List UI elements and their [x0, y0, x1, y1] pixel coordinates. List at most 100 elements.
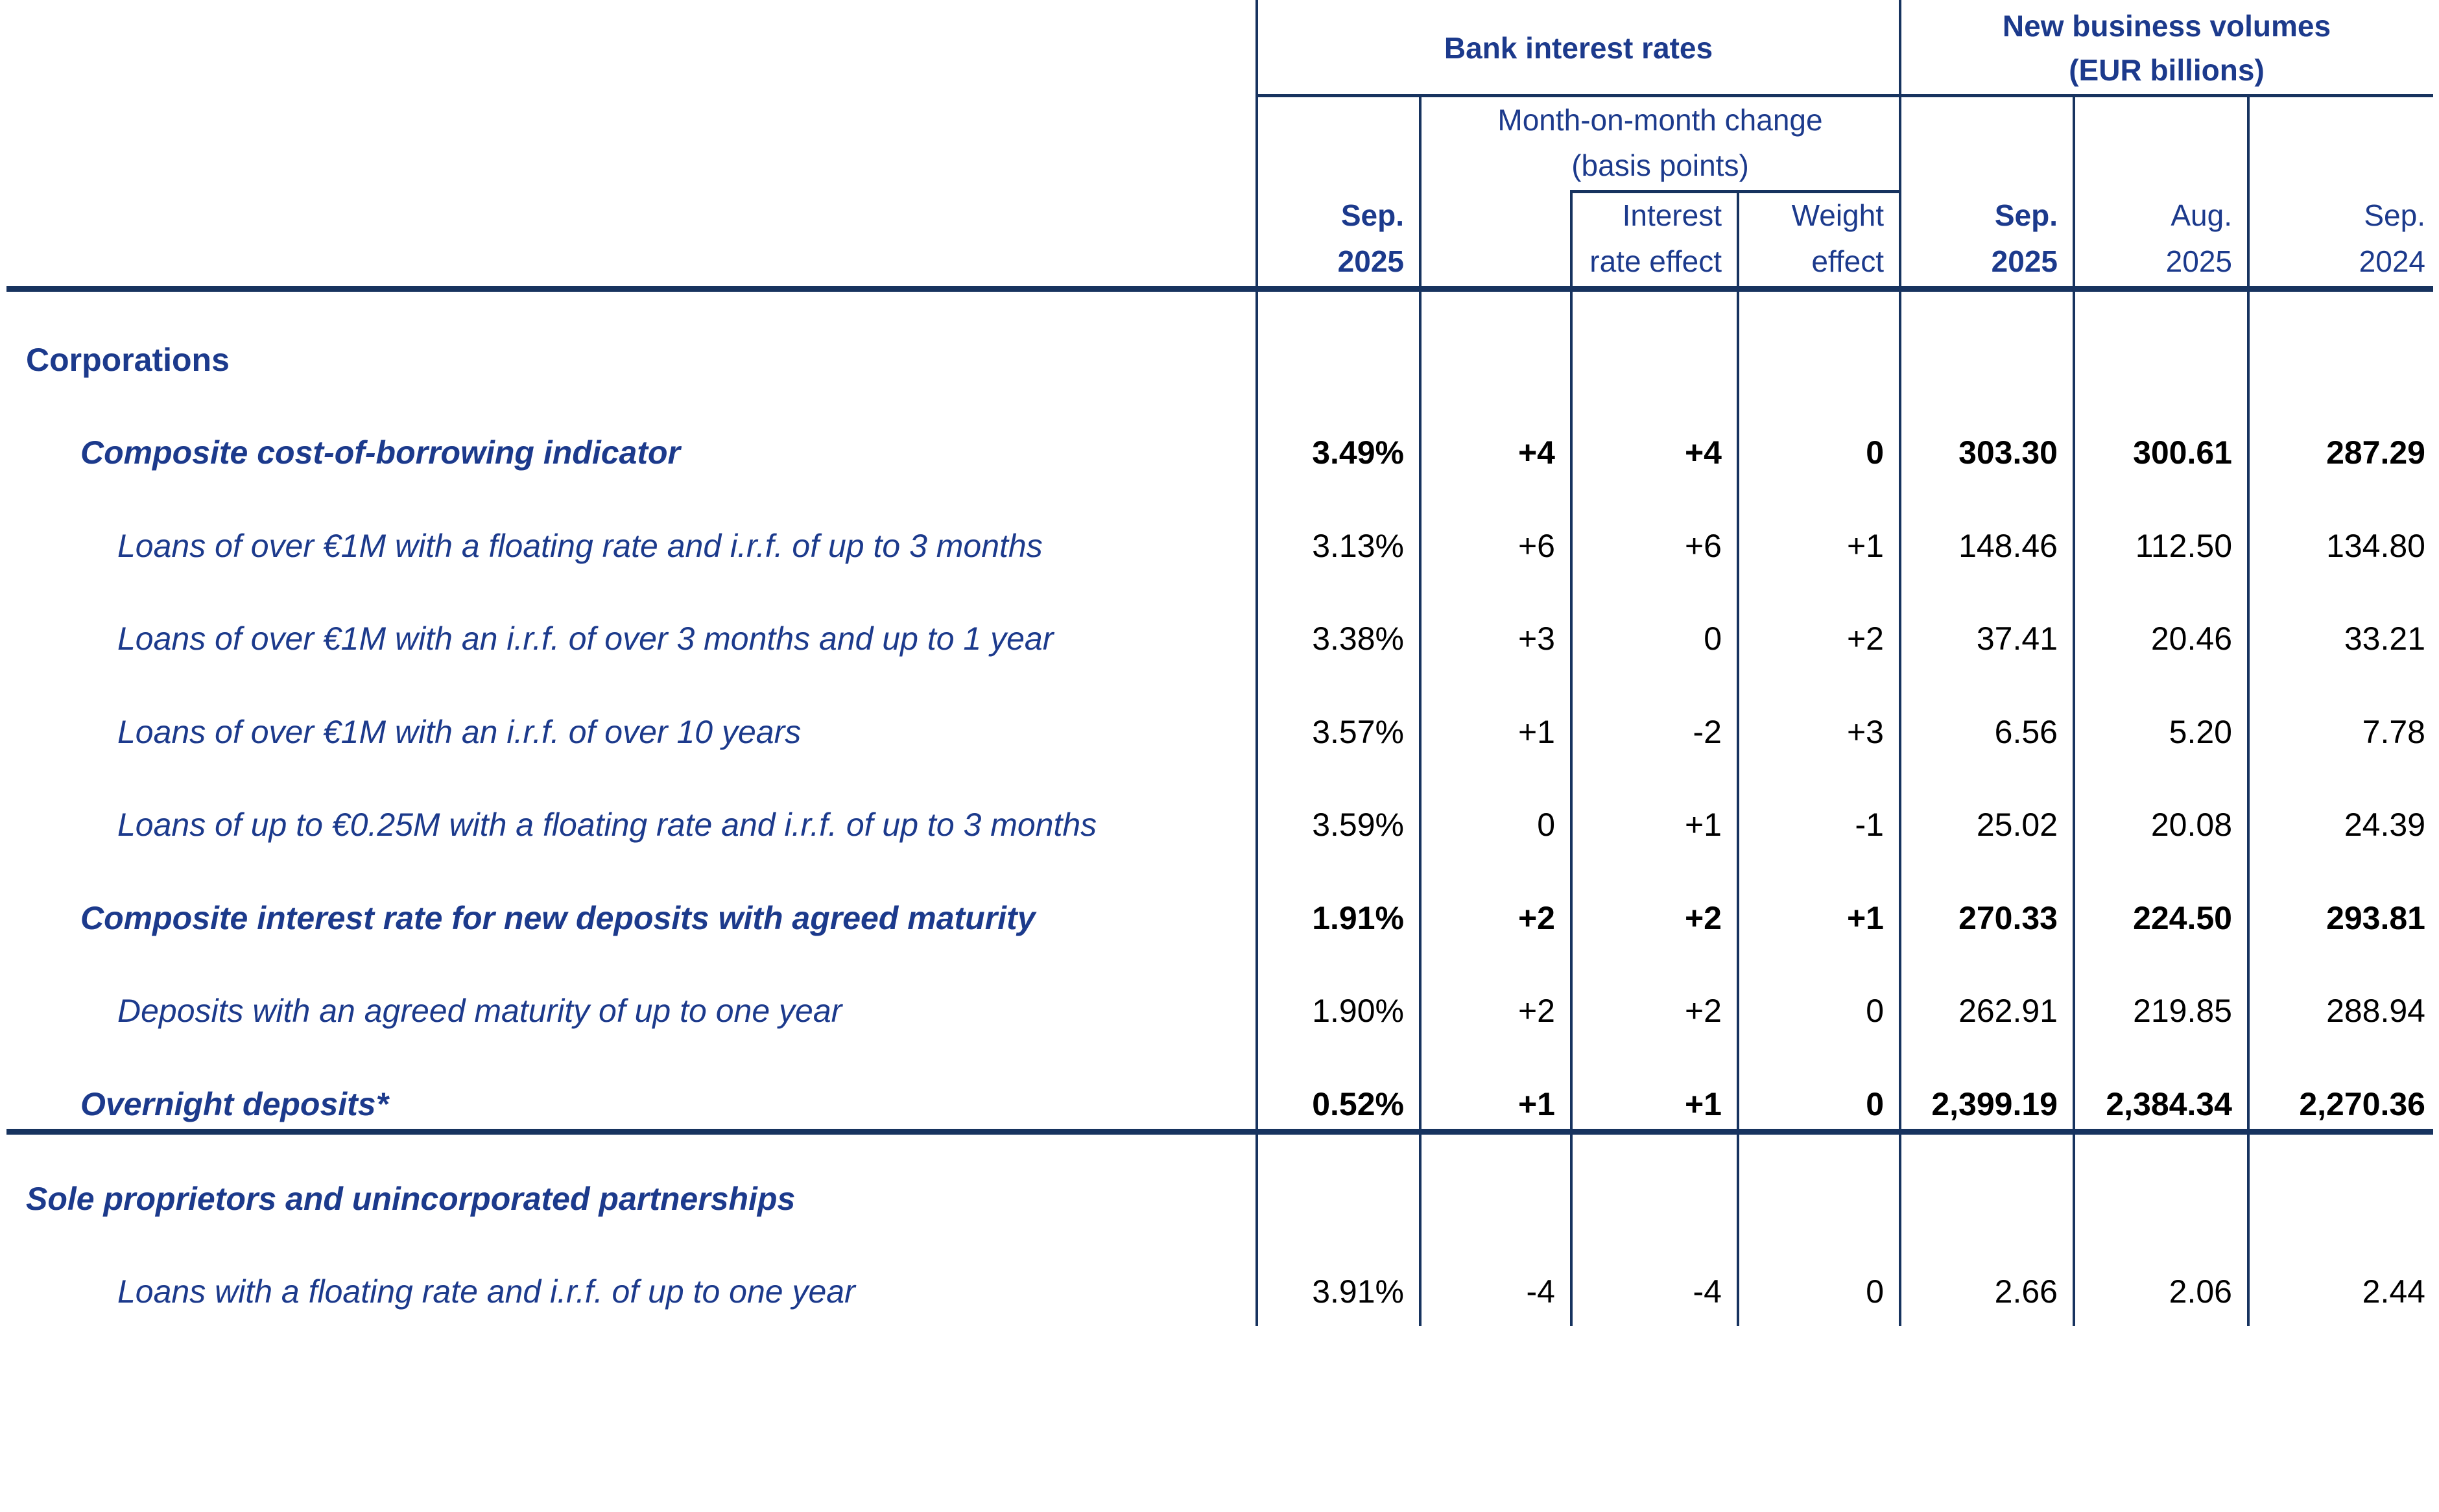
volumes-title-line2: (EUR billions): [2069, 53, 2265, 87]
effect-box-top-line: [1570, 190, 1901, 193]
vol-sep24-value: 134.80: [2326, 528, 2425, 564]
interest-effect-value: -2: [1693, 714, 1722, 750]
column-separator-interest-weight-effect: [1737, 190, 1739, 1326]
row-label: Composite cost-of-borrowing indicator: [80, 434, 680, 471]
interest-effect-value: +2: [1684, 900, 1722, 936]
vol-aug25-value: 2.06: [2169, 1273, 2232, 1310]
mom-total-value: +2: [1517, 900, 1555, 936]
mom-title-line1: Month-on-month change: [1497, 103, 1823, 137]
rate-value: 3.49%: [1312, 434, 1404, 471]
vol-aug25-value: 300.61: [2133, 434, 2232, 471]
vol-sep25-value: 2,399.19: [1931, 1086, 2058, 1122]
header-separator-line: [1255, 94, 2433, 97]
interest-effect-value: +2: [1684, 993, 1722, 1029]
col-header-vol-sep-2024: Sep. 2024: [2248, 190, 2433, 287]
table-row-loans-over-1m-3m-1y: Loans of over €1M with an i.r.f. of over…: [0, 591, 2439, 687]
vol-sep25-value: 6.56: [1994, 714, 2058, 750]
row-label: Loans of over €1M with an i.r.f. of over…: [117, 620, 1054, 657]
weight-effect-value: 0: [1866, 993, 1884, 1029]
vol-sep25-value: 2.66: [1994, 1273, 2058, 1310]
table-row-corporations: Corporations: [0, 312, 2439, 408]
interest-effect-value: +1: [1684, 807, 1722, 843]
mom-total-value: -4: [1526, 1273, 1555, 1310]
table-row-overnight-deposits: Overnight deposits* 0.52% +1 +1 0 2,399.…: [0, 1056, 2439, 1152]
table-row-composite-cost-of-borrowing: Composite cost-of-borrowing indicator 3.…: [0, 405, 2439, 501]
mom-total-value: +1: [1517, 714, 1555, 750]
weight-effect-value: +1: [1846, 528, 1884, 564]
weight-effect-value: +3: [1846, 714, 1884, 750]
vol-sep24-value: 7.78: [2362, 714, 2425, 750]
vol-sep25-value: 262.91: [1958, 993, 2058, 1029]
weight-effect-value: 0: [1866, 434, 1884, 471]
col-header-interest-rate-effect: Interest rate effect: [1571, 190, 1738, 287]
col-header-line: effect: [1811, 244, 1884, 278]
vol-sep24-value: 288.94: [2326, 993, 2425, 1029]
row-label: Loans with a floating rate and i.r.f. of…: [117, 1273, 855, 1310]
row-label: Overnight deposits*: [80, 1086, 389, 1122]
table-row-loans-up-to-025m: Loans of up to €0.25M with a floating ra…: [0, 777, 2439, 873]
vol-sep24-value: 293.81: [2326, 900, 2425, 936]
vol-sep25-value: 37.41: [1976, 620, 2058, 657]
vol-aug25-value: 112.50: [2135, 528, 2232, 564]
row-label: Loans of over €1M with an i.r.f. of over…: [117, 714, 802, 750]
rate-value: 1.91%: [1312, 900, 1404, 936]
col-header-line: Sep.: [2364, 198, 2425, 232]
interest-effect-value: +1: [1684, 1086, 1722, 1122]
weight-effect-value: 0: [1866, 1273, 1884, 1310]
row-label: Corporations: [26, 342, 230, 378]
rate-value: 3.38%: [1312, 620, 1404, 657]
row-label: Loans of over €1M with a floating rate a…: [117, 528, 1043, 564]
vol-sep24-value: 24.39: [2344, 807, 2425, 843]
col-header-rate-sep-2025: Sep. 2025: [1257, 190, 1420, 287]
vol-sep25-value: 148.46: [1958, 528, 2058, 564]
table-row-sole-proprietors: Sole proprietors and unincorporated part…: [0, 1151, 2439, 1247]
col-header-weight-effect: Weight effect: [1738, 190, 1900, 287]
table-row-loans-floating-up-to-one-year: Loans with a floating rate and i.r.f. of…: [0, 1244, 2439, 1340]
mom-title-line2: (basis points): [1571, 148, 1749, 182]
column-separator-vol-sep-aug: [2073, 94, 2075, 1326]
col-header-line: Aug.: [2171, 198, 2232, 232]
weight-effect-value: +1: [1846, 900, 1884, 936]
table-row-loans-over-1m-floating-3m: Loans of over €1M with a floating rate a…: [0, 498, 2439, 594]
weight-effect-value: +2: [1846, 620, 1884, 657]
column-separator-vol-aug-sep24: [2247, 94, 2250, 1326]
vol-sep24-value: 33.21: [2344, 620, 2425, 657]
column-separator-groups: [1899, 0, 1901, 1326]
vol-sep24-value: 2,270.36: [2299, 1086, 2425, 1122]
table-row-composite-deposit-rate: Composite interest rate for new deposits…: [0, 870, 2439, 966]
col-header-line: Weight: [1791, 198, 1884, 232]
vol-sep24-value: 2.44: [2362, 1273, 2425, 1310]
mom-total-value: 0: [1537, 807, 1555, 843]
bank-interest-rates-title: Bank interest rates: [1444, 30, 1713, 65]
section-separator-line: [6, 1129, 2433, 1135]
column-separator-rate-mom: [1419, 94, 1422, 1326]
col-header-line: Sep.: [1994, 198, 2058, 232]
rate-value: 3.13%: [1312, 528, 1404, 564]
vol-aug25-value: 224.50: [2133, 900, 2232, 936]
mom-total-value: +6: [1517, 528, 1555, 564]
rate-value: 1.90%: [1312, 993, 1404, 1029]
month-on-month-change-header: Month-on-month change (basis points): [1420, 95, 1900, 190]
vol-aug25-value: 20.08: [2150, 807, 2232, 843]
column-separator-mom-interest-effect: [1570, 190, 1573, 1326]
interest-effect-value: -4: [1693, 1273, 1722, 1310]
interest-effect-value: 0: [1704, 620, 1722, 657]
rate-value: 3.59%: [1312, 807, 1404, 843]
vol-aug25-value: 20.46: [2150, 620, 2232, 657]
vol-aug25-value: 219.85: [2133, 993, 2232, 1029]
row-label: Loans of up to €0.25M with a floating ra…: [117, 807, 1097, 843]
new-business-volumes-group-header: New business volumes (EUR billions): [1900, 0, 2433, 95]
vol-aug25-value: 2,384.34: [2106, 1086, 2232, 1122]
mom-total-value: +2: [1517, 993, 1555, 1029]
vol-sep25-value: 303.30: [1958, 434, 2058, 471]
mom-total-value: +1: [1517, 1086, 1555, 1122]
col-header-line: Sep.: [1340, 198, 1404, 232]
col-header-line: Interest: [1622, 198, 1722, 232]
rate-value: 3.57%: [1312, 714, 1404, 750]
vol-sep25-value: 270.33: [1958, 900, 2058, 936]
interest-effect-value: +4: [1684, 434, 1722, 471]
vol-sep25-value: 25.02: [1976, 807, 2058, 843]
row-label: Composite interest rate for new deposits…: [80, 900, 1036, 936]
table-row-loans-over-1m-over-10y: Loans of over €1M with an i.r.f. of over…: [0, 684, 2439, 780]
vol-aug25-value: 5.20: [2169, 714, 2232, 750]
